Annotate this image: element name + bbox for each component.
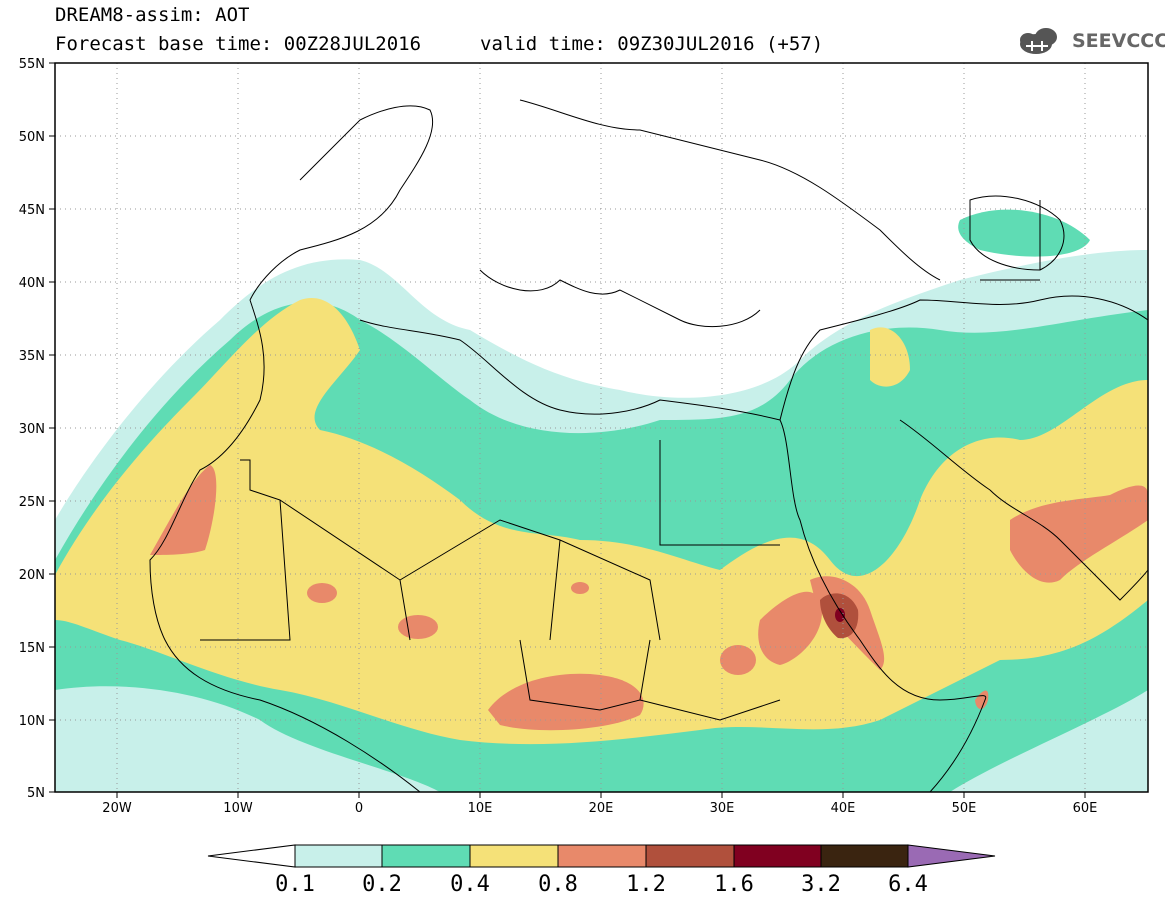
y-tick-label: 10N — [19, 714, 45, 729]
colorbar-segment — [469, 844, 559, 868]
x-tick-label: 0 — [355, 801, 363, 816]
y-tick-label: 25N — [19, 495, 45, 510]
colorbar-label: 1.2 — [626, 872, 666, 897]
logo-text: SEEVCCC — [1072, 30, 1165, 52]
x-axis-labels: 20W 10W 0 10E 20E 30E 40E 50E 60E — [102, 801, 1097, 816]
x-tick-label: 20W — [102, 801, 132, 816]
y-tick-label: 20N — [19, 568, 45, 583]
x-tick-label: 10W — [223, 801, 253, 816]
colorbar-segment — [381, 844, 471, 868]
forecast-base-time: Forecast base time: 00Z28JUL2016 — [55, 33, 422, 55]
colorbar-label: 1.6 — [714, 872, 754, 897]
y-tick-label: 50N — [19, 130, 45, 145]
y-tick-label: 55N — [19, 57, 45, 72]
x-tick-label: 10E — [468, 801, 493, 816]
x-tick-label: 40E — [831, 801, 856, 816]
x-tick-label: 60E — [1073, 801, 1098, 816]
y-tick-label: 35N — [19, 349, 45, 364]
y-axis-labels: 55N 50N 45N 40N 35N 30N 25N 20N 15N 10N … — [19, 57, 45, 801]
colorbar-label: 6.4 — [888, 872, 928, 897]
colorbar-segment — [557, 844, 647, 868]
colorbar-label: 0.4 — [450, 872, 490, 897]
colorbar-segment — [907, 844, 996, 868]
colorbar-segment — [645, 844, 735, 868]
colorbar-segment — [733, 844, 822, 868]
y-tick-label: 5N — [27, 786, 45, 801]
y-tick-label: 15N — [19, 641, 45, 656]
graticule — [55, 63, 1148, 792]
map-title: DREAM8-assim: AOT — [55, 4, 250, 26]
aot-field — [55, 63, 1148, 792]
colorbar-label: 0.1 — [275, 872, 315, 897]
colorbar — [207, 844, 996, 868]
y-tick-label: 40N — [19, 276, 45, 291]
x-tick-label: 30E — [710, 801, 735, 816]
colorbar-label: 0.8 — [538, 872, 578, 897]
x-tick-label: 20E — [589, 801, 614, 816]
colorbar-label: 3.2 — [801, 872, 841, 897]
colorbar-segment — [820, 844, 909, 868]
y-tick-label: 30N — [19, 422, 45, 437]
y-tick-label: 45N — [19, 203, 45, 218]
colorbar-label: 0.2 — [362, 872, 402, 897]
colorbar-segment — [294, 844, 383, 868]
tick-marks — [49, 62, 1086, 798]
seevccc-logo — [1020, 28, 1057, 54]
colorbar-segment — [207, 844, 296, 868]
valid-time: valid time: 09Z30JUL2016 (+57) — [480, 33, 824, 55]
coastlines — [149, 99, 1148, 792]
x-tick-label: 50E — [952, 801, 977, 816]
